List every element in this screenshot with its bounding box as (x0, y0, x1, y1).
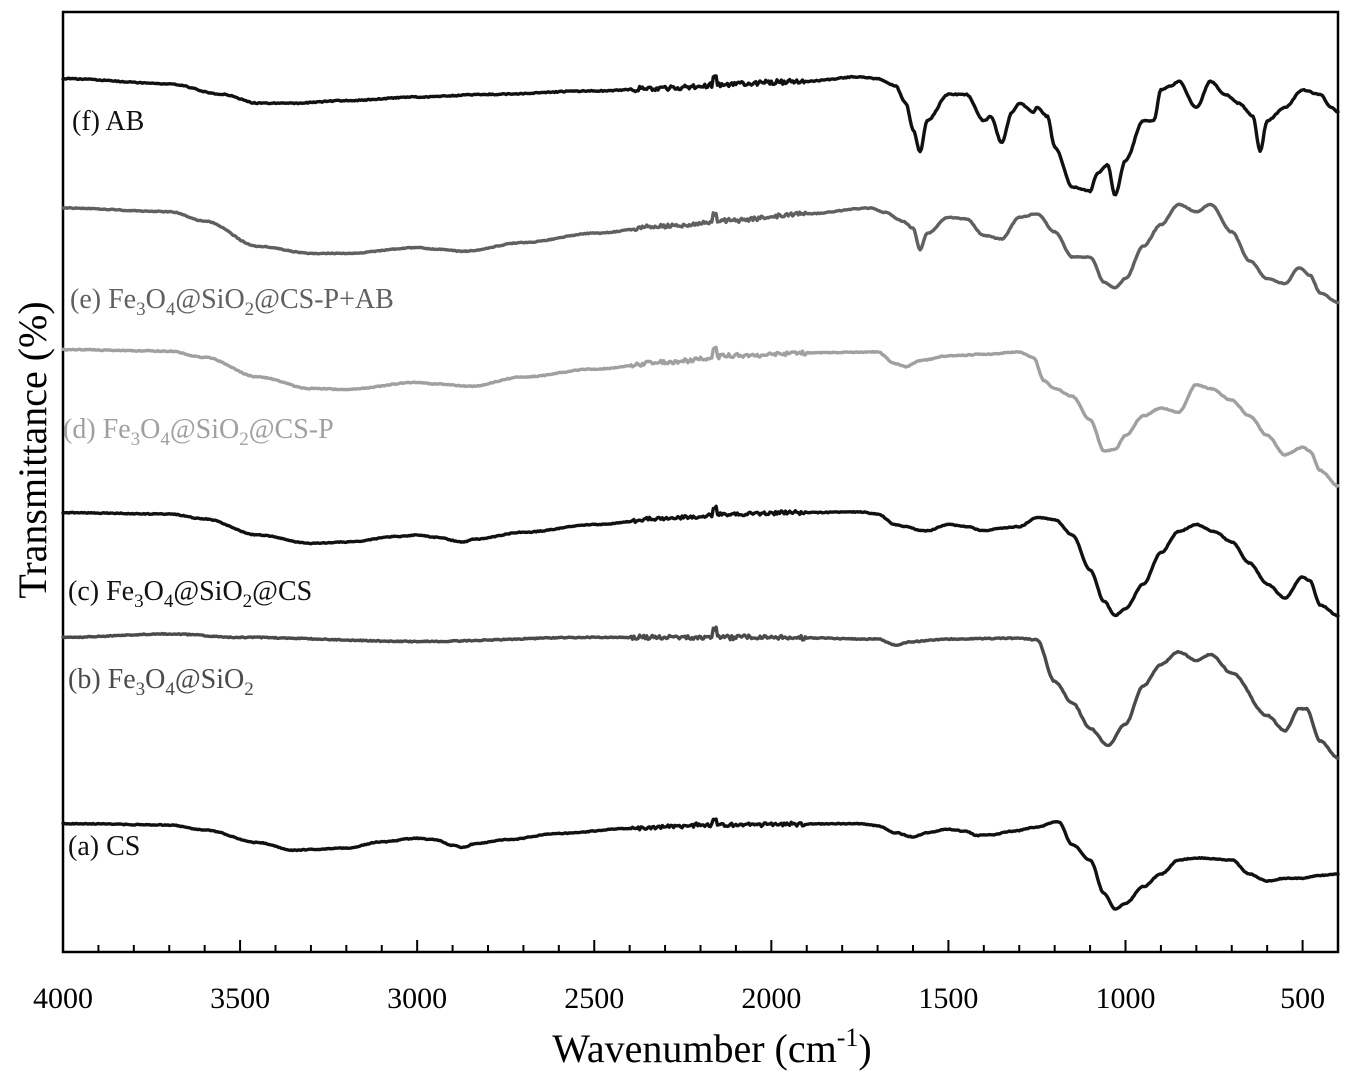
plot-frame (63, 12, 1338, 952)
series-line-b (63, 627, 1338, 758)
series-labels: (a) CS (b) Fe3O4@SiO2 (c) Fe3O4@SiO2@CS (d)… (63, 106, 394, 862)
x-tick-label: 500 (1280, 982, 1325, 1015)
x-axis-ticks (63, 940, 1338, 952)
x-tick-label: 3000 (387, 982, 447, 1015)
series-line-a (63, 819, 1338, 909)
series-label-d: (d) Fe3O4@SiO2@CS-P (63, 414, 334, 450)
series-label-b: (b) Fe3O4@SiO2 (68, 664, 254, 700)
x-tick-label: 2500 (564, 982, 624, 1015)
x-axis-tick-labels: 4000 3500 3000 2500 2000 1500 1000 500 (33, 982, 1325, 1015)
series-line-f (63, 76, 1338, 195)
x-tick-label: 1000 (1096, 982, 1156, 1015)
y-axis-title: Transmittance (%) (10, 301, 55, 598)
series-label-a: (a) CS (68, 831, 140, 862)
x-tick-label: 3500 (210, 982, 270, 1015)
ftir-chart: (a) CS (b) Fe3O4@SiO2 (c) Fe3O4@SiO2@CS (d)… (0, 0, 1355, 1083)
series-label-f: (f) AB (72, 106, 144, 137)
x-tick-label: 2000 (741, 982, 801, 1015)
x-axis-title-close: ) (858, 1026, 871, 1071)
series-traces (63, 76, 1338, 909)
x-tick-label: 1500 (918, 982, 978, 1015)
x-axis-title: Wavenumber (cm-1) (552, 1023, 871, 1071)
series-label-e: (e) Fe3O4@SiO2@CS-P+AB (70, 284, 394, 320)
series-label-c: (c) Fe3O4@SiO2@CS (68, 576, 312, 612)
x-axis-title-superscript: -1 (837, 1023, 859, 1052)
x-tick-label: 4000 (33, 982, 93, 1015)
x-axis-title-main: Wavenumber (cm (552, 1026, 836, 1071)
